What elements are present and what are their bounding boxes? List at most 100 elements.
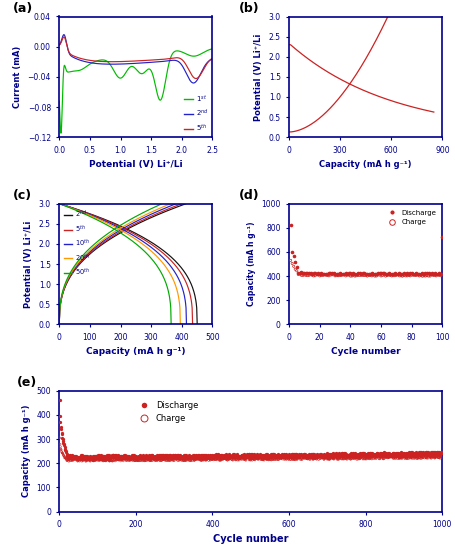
- Discharge: [376, 449, 383, 458]
- Charge: [283, 453, 291, 462]
- Charge: [274, 455, 282, 464]
- Discharge: [305, 451, 312, 460]
- Charge: [261, 454, 268, 463]
- Discharge: [191, 452, 198, 460]
- Discharge: [253, 452, 260, 461]
- Discharge: [396, 450, 403, 459]
- Discharge: [125, 454, 132, 463]
- Discharge: [288, 248, 295, 256]
- Discharge: [291, 258, 298, 267]
- Charge: [423, 453, 430, 461]
- Discharge: [144, 454, 151, 463]
- Discharge: [367, 449, 374, 458]
- Discharge: [293, 263, 300, 272]
- Charge: [324, 272, 332, 280]
- Charge: [161, 455, 168, 464]
- Charge: [124, 455, 131, 464]
- Discharge: [72, 453, 80, 462]
- Discharge: [297, 449, 304, 458]
- Charge: [63, 455, 70, 464]
- Discharge: [354, 450, 362, 459]
- Charge: [191, 455, 198, 464]
- Discharge: [111, 453, 119, 462]
- Charge: [147, 456, 155, 465]
- Charge: [198, 455, 205, 464]
- Charge: [420, 452, 427, 460]
- Charge: [379, 455, 386, 464]
- Discharge: [174, 452, 182, 461]
- Charge: [61, 452, 68, 461]
- Charge: [384, 454, 391, 463]
- Charge: [251, 455, 258, 464]
- Discharge: [113, 453, 121, 462]
- Charge: [212, 455, 220, 464]
- Discharge: [146, 454, 153, 463]
- Discharge: [207, 452, 214, 461]
- Discharge: [425, 449, 433, 458]
- Charge: [260, 456, 267, 465]
- Discharge: [138, 453, 145, 461]
- Discharge: [155, 450, 162, 459]
- Charge: [93, 453, 100, 462]
- Discharge: [342, 452, 349, 460]
- Charge: [401, 453, 409, 462]
- Charge: [243, 453, 250, 462]
- Discharge: [402, 449, 410, 458]
- Charge: [78, 455, 85, 464]
- Discharge: [438, 449, 445, 458]
- Charge: [166, 456, 173, 465]
- Discharge: [87, 452, 94, 461]
- Charge: [265, 454, 273, 463]
- Charge: [158, 454, 166, 463]
- Discharge: [212, 452, 219, 461]
- Charge: [375, 454, 382, 463]
- Charge: [56, 433, 63, 442]
- Discharge: [225, 450, 232, 459]
- Discharge: [337, 270, 344, 278]
- Discharge: [77, 451, 84, 460]
- Charge: [134, 456, 141, 465]
- Charge: [62, 454, 69, 463]
- Charge: [381, 453, 389, 462]
- Charge: [425, 451, 432, 460]
- Discharge: [86, 454, 93, 463]
- Charge: [317, 271, 324, 280]
- Discharge: [303, 452, 310, 460]
- Discharge: [391, 451, 399, 460]
- Charge: [217, 456, 224, 465]
- Charge: [71, 454, 78, 463]
- Discharge: [71, 453, 78, 461]
- Charge: [163, 454, 170, 463]
- Charge: [250, 454, 258, 463]
- Discharge: [346, 452, 353, 461]
- Charge: [421, 451, 428, 460]
- Discharge: [426, 449, 434, 458]
- Charge: [425, 454, 433, 463]
- Charge: [172, 454, 179, 463]
- Discharge: [89, 451, 96, 460]
- Charge: [365, 454, 372, 463]
- Discharge: [298, 453, 306, 461]
- Discharge: [434, 448, 441, 456]
- Discharge: [300, 269, 308, 278]
- Charge: [364, 453, 371, 461]
- Charge: [413, 454, 420, 463]
- Charge: [205, 454, 212, 463]
- Charge: [213, 454, 221, 463]
- Discharge: [387, 270, 394, 278]
- Discharge: [251, 451, 258, 460]
- Charge: [329, 453, 336, 462]
- Discharge: [133, 454, 140, 463]
- Charge: [257, 453, 264, 461]
- Charge: [386, 452, 394, 461]
- Charge: [61, 453, 69, 462]
- Charge: [79, 456, 86, 465]
- Discharge: [260, 450, 267, 459]
- Discharge: [178, 453, 185, 462]
- Discharge: [314, 268, 321, 277]
- Charge: [181, 455, 188, 464]
- Discharge: [76, 452, 84, 461]
- Discharge: [92, 451, 99, 460]
- Charge: [94, 455, 101, 464]
- Discharge: [124, 452, 131, 460]
